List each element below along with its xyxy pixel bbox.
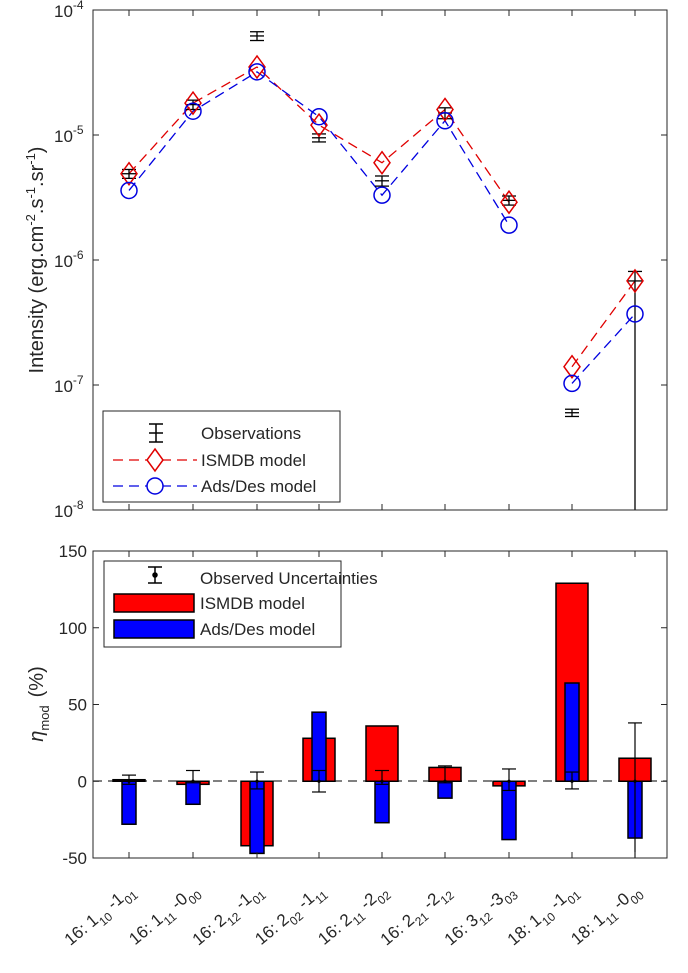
category-label: 16: 111 -000 [125, 880, 205, 952]
top-y-tick-label: 10-8 [54, 498, 84, 521]
adsdes-bar [249, 780, 265, 855]
adsdes-point [373, 186, 391, 204]
uncertainty-dot [317, 779, 321, 783]
ismdb-point [500, 189, 518, 215]
uncertainty-dot [191, 779, 195, 783]
top-x-ticks [128, 10, 636, 510]
category-label: 18: 110 -101 [504, 880, 584, 953]
category-label: 18: 111 -000 [567, 880, 647, 952]
ismdb-point [373, 150, 391, 176]
adsdes-point [626, 305, 644, 323]
top-plot-frame [92, 9, 668, 511]
uncertainty-dot [570, 779, 574, 783]
legend-uncertainty-symbol [148, 566, 162, 584]
adsdes-point [120, 181, 138, 200]
uncertainty-dot [255, 779, 259, 783]
top-y-ticks: 10-8 10-7 10-6 10-5 10-4 [54, 0, 667, 521]
bottom-y-ticks: -50 0 50 100 150 [59, 542, 667, 868]
eta-mod-chart: -50 0 50 100 150 ηmod(%) Observed Uncertaint… [26, 542, 668, 868]
adsdes-bar [374, 780, 390, 824]
ismdb-point [120, 161, 138, 187]
uncertainty-dot [633, 779, 637, 783]
bottom-x-ticks [128, 551, 636, 858]
adsdes-bar [564, 682, 580, 783]
bottom-plot-frame [92, 550, 668, 859]
legend-adsdes-swatch [113, 619, 195, 639]
category-label: 16: 110 -101 [61, 880, 141, 953]
uncertainty-dot [380, 779, 384, 783]
adsdes-point [248, 63, 266, 81]
top-y-tick-label: 10-6 [54, 248, 84, 271]
bottom-y-tick-label: -50 [62, 849, 87, 868]
bottom-error-bars [122, 722, 642, 858]
adsdes-point [563, 374, 581, 393]
legend-ismdb-symbol [113, 447, 197, 473]
uncertainty-dot [443, 779, 447, 783]
ismdb-series-line [571, 280, 636, 368]
legend-uncertainty-label: Observed Uncertainties [200, 569, 378, 588]
ismdb-point [310, 112, 328, 138]
category-label: 16: 221 -212 [377, 880, 457, 953]
adsdes-bar [185, 780, 201, 806]
ismdb-point [626, 268, 644, 294]
top-y-tick-label: 10-7 [54, 373, 84, 396]
bottom-y-tick-label: 150 [59, 542, 87, 561]
ismdb-point [563, 354, 581, 380]
bottom-y-axis-label: ηmod(%) [26, 666, 52, 742]
top-series-markers [120, 31, 644, 510]
adsdes-point [436, 112, 454, 130]
adsdes-series-line [128, 71, 510, 226]
legend-adsdes-bar-label: Ads/Des model [200, 620, 315, 639]
adsdes-point [310, 107, 328, 126]
adsdes-point [184, 102, 202, 120]
legend-observations-symbol [149, 423, 163, 443]
ismdb-point [436, 97, 454, 122]
bottom-y-tick-label: 0 [78, 772, 87, 791]
adsdes-bar [437, 780, 453, 799]
bottom-y-tick-label: 100 [59, 619, 87, 638]
adsdes-point [500, 216, 518, 234]
legend-ismdb-label: ISMDB model [201, 451, 306, 470]
top-y-axis-label: Intensity (erg.cm-2.s-1.sr-1) [23, 147, 48, 374]
intensity-chart: 10-8 10-7 10-6 10-5 10-4 Intensity (erg.cm-2… [23, 0, 668, 521]
category-label: 16: 202 -111 [251, 880, 331, 952]
ismdb-point [248, 54, 266, 80]
legend-adsdes-symbol [113, 477, 197, 495]
ismdb-point [184, 90, 202, 116]
legend-ismdb-bar-label: ISMDB model [200, 594, 305, 613]
top-y-tick-label: 10-5 [54, 123, 84, 146]
adsdes-bar [121, 780, 137, 825]
bottom-legend: Observed Uncertainties ISMDB model Ads/D… [103, 560, 378, 648]
uncertainty-dot [127, 779, 131, 783]
legend-adsdes-label: Ads/Des model [201, 477, 316, 496]
top-y-tick-label: 10-4 [54, 0, 84, 21]
legend-ismdb-swatch [113, 593, 195, 613]
top-series-lines [128, 66, 636, 384]
category-label: 16: 312 -303 [441, 880, 521, 953]
bottom-y-tick-label: 50 [68, 696, 87, 715]
uncertainty-dot [507, 779, 511, 783]
legend-observations-label: Observations [201, 424, 301, 443]
top-legend: Observations ISMDB model Ads/Des model [102, 410, 341, 503]
top-legend-box [102, 410, 341, 503]
